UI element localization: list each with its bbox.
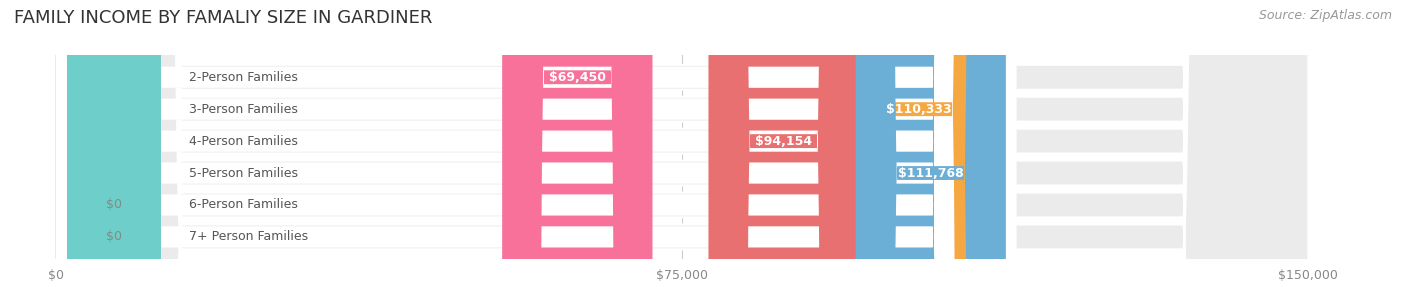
FancyBboxPatch shape xyxy=(56,0,977,305)
Text: Source: ZipAtlas.com: Source: ZipAtlas.com xyxy=(1258,9,1392,22)
Text: FAMILY INCOME BY FAMALIY SIZE IN GARDINER: FAMILY INCOME BY FAMALIY SIZE IN GARDINE… xyxy=(14,9,433,27)
FancyBboxPatch shape xyxy=(56,0,990,305)
Text: $111,768: $111,768 xyxy=(898,167,963,180)
Text: $110,333: $110,333 xyxy=(886,103,952,116)
Circle shape xyxy=(69,0,160,305)
Text: 3-Person Families: 3-Person Families xyxy=(190,103,298,116)
FancyBboxPatch shape xyxy=(56,0,842,305)
Circle shape xyxy=(69,0,160,305)
Text: $0: $0 xyxy=(105,230,122,243)
FancyBboxPatch shape xyxy=(502,0,652,305)
Text: 7+ Person Families: 7+ Person Families xyxy=(190,230,308,243)
FancyBboxPatch shape xyxy=(56,0,1309,305)
FancyBboxPatch shape xyxy=(56,0,89,305)
Text: $69,450: $69,450 xyxy=(548,71,606,84)
FancyBboxPatch shape xyxy=(56,0,1309,305)
FancyBboxPatch shape xyxy=(56,0,1017,305)
FancyBboxPatch shape xyxy=(56,0,1017,305)
FancyBboxPatch shape xyxy=(709,0,859,305)
Text: $94,154: $94,154 xyxy=(755,135,813,148)
FancyBboxPatch shape xyxy=(56,0,1309,305)
Circle shape xyxy=(69,0,160,305)
Text: 6-Person Families: 6-Person Families xyxy=(190,199,298,211)
FancyBboxPatch shape xyxy=(56,0,1017,305)
Circle shape xyxy=(69,0,160,305)
FancyBboxPatch shape xyxy=(56,0,1017,305)
FancyBboxPatch shape xyxy=(56,0,1017,305)
FancyBboxPatch shape xyxy=(56,0,1309,305)
FancyBboxPatch shape xyxy=(56,0,1309,305)
FancyBboxPatch shape xyxy=(56,0,89,305)
Text: 4-Person Families: 4-Person Families xyxy=(190,135,298,148)
Text: $0: $0 xyxy=(105,199,122,211)
Circle shape xyxy=(69,0,160,305)
FancyBboxPatch shape xyxy=(856,0,1005,305)
FancyBboxPatch shape xyxy=(56,0,1017,305)
FancyBboxPatch shape xyxy=(56,0,636,305)
Text: 5-Person Families: 5-Person Families xyxy=(190,167,298,180)
FancyBboxPatch shape xyxy=(844,0,994,305)
FancyBboxPatch shape xyxy=(56,0,1309,305)
Circle shape xyxy=(69,0,160,305)
Text: 2-Person Families: 2-Person Families xyxy=(190,71,298,84)
